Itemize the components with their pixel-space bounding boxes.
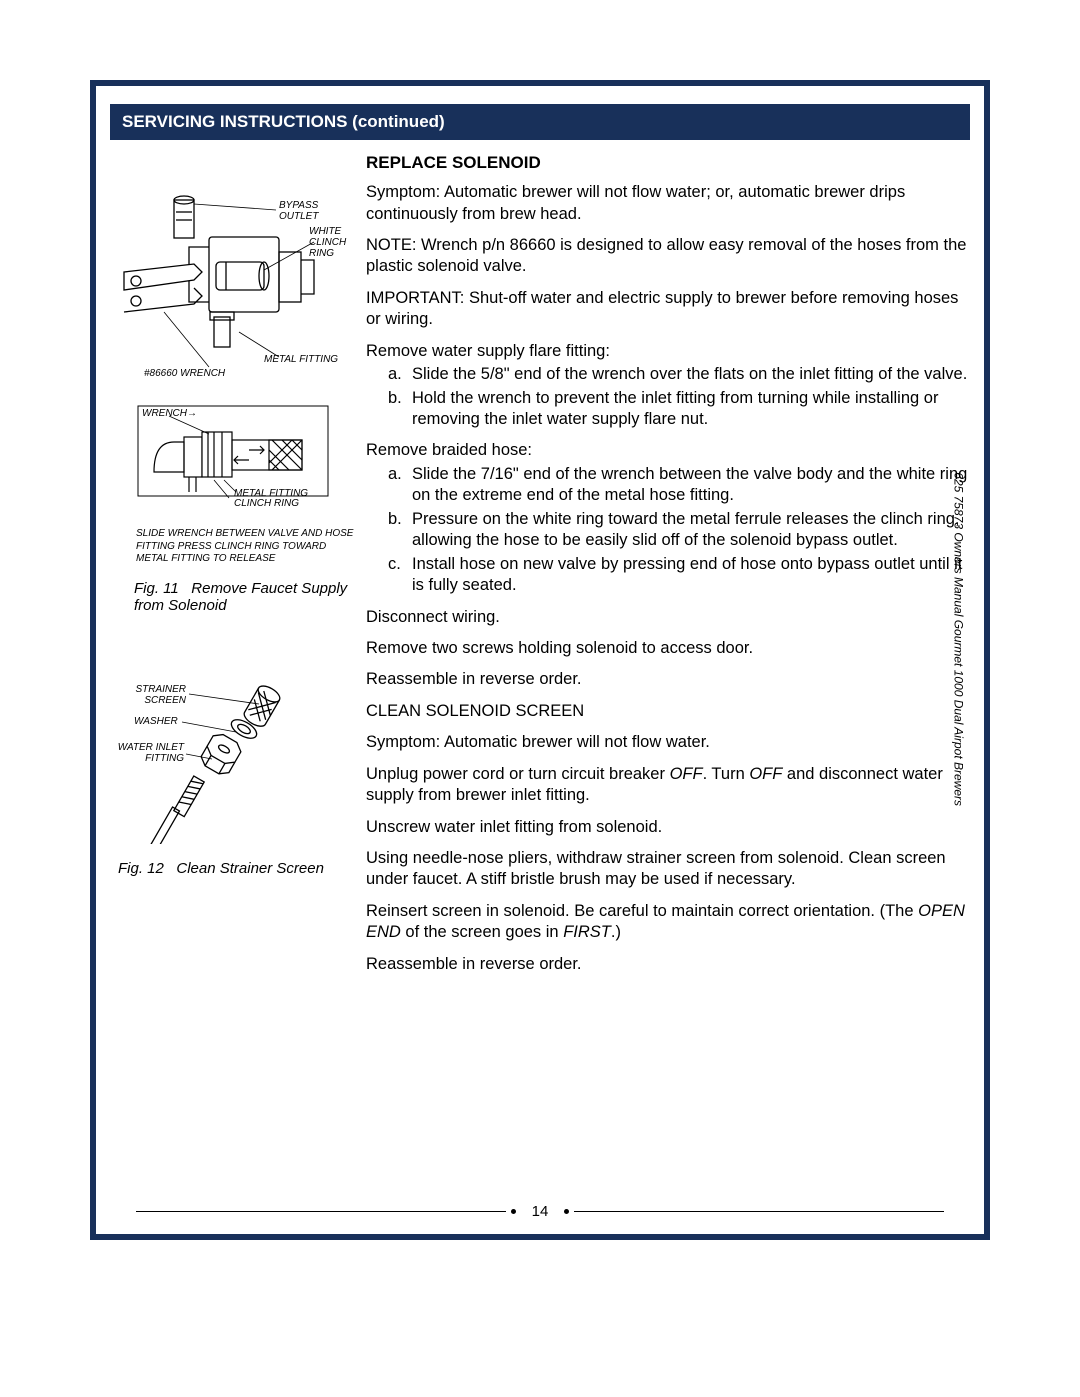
page-number: 14: [532, 1203, 549, 1220]
fig12-title: Clean Strainer Screen: [176, 860, 324, 877]
needle-nose-pliers: Using needle-nose pliers, withdraw strai…: [366, 848, 972, 891]
footer-rule-left: [136, 1211, 506, 1212]
footer-dot-left: [511, 1209, 516, 1214]
content-area: BYPASS OUTLET WHITE CLINCH RING METAL FI…: [96, 152, 984, 1192]
reinsert-screen: Reinsert screen in solenoid. Be careful …: [366, 901, 972, 944]
right-column: REPLACE SOLENOID Symptom: Automatic brew…: [366, 152, 972, 985]
flare-step-1: Slide the 5/8" end of the wrench over th…: [412, 364, 972, 385]
disconnect-wiring: Disconnect wiring.: [366, 607, 972, 628]
section-header: SERVICING INSTRUCTIONS (continued): [110, 104, 970, 140]
fig12-caption: Fig. 12 Clean Strainer Screen: [114, 860, 354, 877]
list-marker: a.: [388, 464, 412, 507]
label-wrench-86660: #86660 WRENCH: [144, 368, 225, 379]
remove-screws: Remove two screws holding solenoid to ac…: [366, 638, 972, 659]
fig11-note: SLIDE WRENCH BETWEEN VALVE AND HOSE FITT…: [114, 528, 354, 566]
flare-steps-list: a.Slide the 5/8" end of the wrench over …: [366, 364, 972, 430]
clean-unplug-b: . Turn: [703, 765, 750, 783]
braided-step-1: Slide the 7/16" end of the wrench betwee…: [412, 464, 972, 507]
note-text: NOTE: Wrench p/n 86660 is designed to al…: [366, 235, 972, 278]
first: FIRST: [563, 923, 611, 941]
fig11-diagram-bottom: WRENCH→ METAL FITTING CLINCH RING: [114, 402, 344, 522]
clean-symptom: Symptom: Automatic brewer will not flow …: [366, 732, 972, 753]
flare-intro: Remove water supply flare fitting:: [366, 341, 972, 362]
off-1: OFF: [670, 765, 703, 783]
list-item: b.Hold the wrench to prevent the inlet f…: [366, 388, 972, 431]
reinsert-c: .): [611, 923, 621, 941]
braided-step-2: Pressure on the white ring toward the me…: [412, 509, 972, 552]
label-clinch-ring: CLINCH RING: [234, 498, 299, 509]
list-marker: c.: [388, 554, 412, 597]
off-2: OFF: [749, 765, 782, 783]
reassemble-2: Reassemble in reverse order.: [366, 954, 972, 975]
reinsert-b: of the screen goes in: [401, 923, 563, 941]
unscrew-fitting: Unscrew water inlet fitting from solenoi…: [366, 817, 972, 838]
fig11-number: Fig. 11: [134, 580, 179, 597]
clean-unplug: Unplug power cord or turn circuit breake…: [366, 764, 972, 807]
list-marker: a.: [388, 364, 412, 385]
left-column: BYPASS OUTLET WHITE CLINCH RING METAL FI…: [114, 152, 354, 877]
list-item: b.Pressure on the white ring toward the …: [366, 509, 972, 552]
label-bypass-outlet: BYPASS OUTLET: [279, 200, 344, 222]
braided-steps-list: a.Slide the 7/16" end of the wrench betw…: [366, 464, 972, 597]
list-item: a.Slide the 7/16" end of the wrench betw…: [366, 464, 972, 507]
label-metal-fitting: METAL FITTING: [264, 354, 338, 365]
reinsert-a: Reinsert screen in solenoid. Be careful …: [366, 902, 918, 920]
reassemble-1: Reassemble in reverse order.: [366, 669, 972, 690]
label-strainer-screen: STRAINER SCREEN: [128, 684, 186, 706]
fig11-diagram-top: BYPASS OUTLET WHITE CLINCH RING METAL FI…: [114, 182, 344, 392]
clean-unplug-a: Unplug power cord or turn circuit breake…: [366, 765, 670, 783]
symptom-text: Symptom: Automatic brewer will not flow …: [366, 182, 972, 225]
clean-solenoid-heading: CLEAN SOLENOID SCREEN: [366, 701, 972, 722]
footer-rule-right: [574, 1211, 944, 1212]
braided-step-3: Install hose on new valve by pressing en…: [412, 554, 972, 597]
fig12-number: Fig. 12: [118, 860, 164, 877]
braided-intro: Remove braided hose:: [366, 440, 972, 461]
label-washer: WASHER: [134, 716, 178, 727]
label-white-clinch-ring: WHITE CLINCH RING: [309, 226, 351, 259]
list-marker: b.: [388, 509, 412, 552]
important-text: IMPORTANT: Shut-off water and electric s…: [366, 288, 972, 331]
side-margin-text: 625 75873 Owners Manual Gourmet 1000 Dua…: [952, 472, 966, 806]
fig12-diagram: STRAINER SCREEN WASHER WATER INLET FITTI…: [114, 674, 344, 854]
label-wrench: WRENCH→: [142, 408, 197, 419]
page-frame: SERVICING INSTRUCTIONS (continued): [90, 80, 990, 1240]
list-item: c.Install hose on new valve by pressing …: [366, 554, 972, 597]
flare-step-2: Hold the wrench to prevent the inlet fit…: [412, 388, 972, 431]
list-item: a.Slide the 5/8" end of the wrench over …: [366, 364, 972, 385]
replace-solenoid-heading: REPLACE SOLENOID: [366, 152, 972, 174]
footer-dot-right: [564, 1209, 569, 1214]
label-water-inlet-fitting: WATER INLET FITTING: [114, 742, 184, 764]
fig11-caption: Fig. 11 Remove Faucet Supply from Soleno…: [114, 580, 354, 614]
label-wrench-text: WRENCH: [142, 408, 187, 419]
list-marker: b.: [388, 388, 412, 431]
